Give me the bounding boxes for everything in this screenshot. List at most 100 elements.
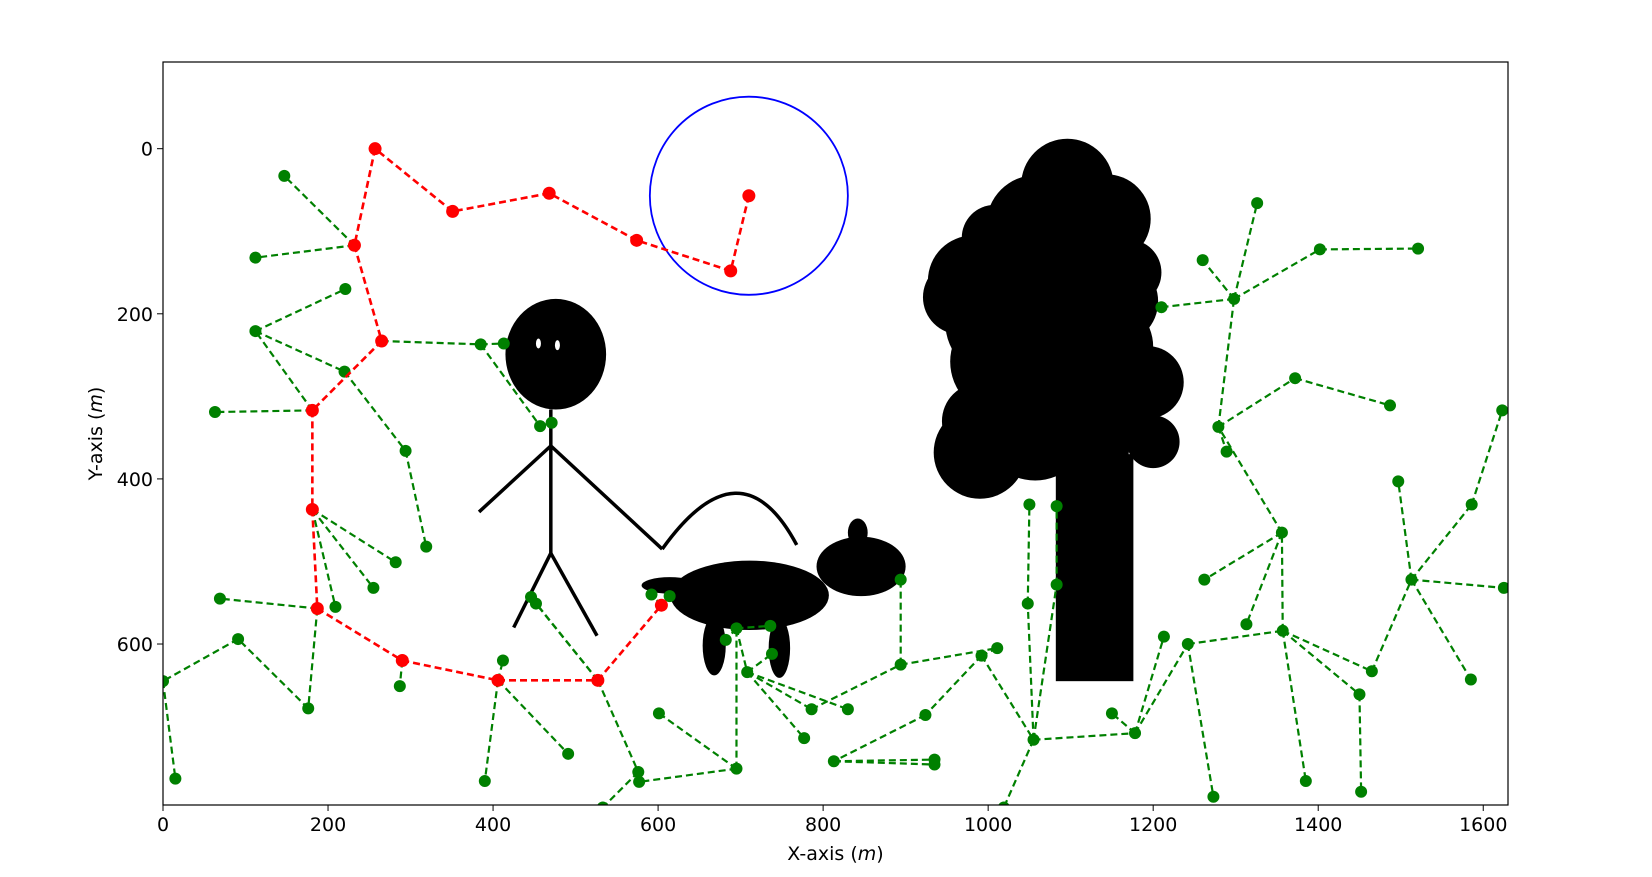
person-eye — [554, 340, 560, 351]
tree-edge — [1280, 532, 1284, 631]
tree-edge — [658, 712, 738, 770]
person-limb — [549, 552, 599, 637]
tree-node — [1392, 475, 1405, 488]
tree-node — [730, 622, 743, 635]
tree-node — [1412, 242, 1425, 255]
tree-edge — [254, 330, 345, 373]
tree-edge — [1217, 377, 1296, 428]
tree-node — [1021, 597, 1034, 610]
tree-node — [1155, 301, 1168, 314]
tree-edge — [833, 714, 926, 763]
tree-edge — [497, 679, 569, 755]
x-tick-label: 400 — [475, 814, 511, 836]
path-edge — [452, 191, 550, 213]
tree-edge — [311, 508, 375, 589]
tree-edge — [381, 339, 481, 346]
y-tick-label: 600 — [117, 634, 153, 656]
path-edge — [548, 192, 638, 242]
x-tick-label: 0 — [157, 814, 169, 836]
tree-node — [249, 251, 262, 264]
tree-edge — [1032, 584, 1058, 740]
tree-node — [393, 680, 406, 693]
path-node — [724, 264, 738, 278]
tree-edge — [1026, 504, 1031, 604]
tree-node — [919, 709, 932, 722]
tree-node — [1027, 733, 1040, 746]
tree-edge — [479, 343, 541, 427]
y-tick-label: 200 — [117, 304, 153, 326]
tree-edge — [833, 760, 935, 766]
tree-edge — [1245, 532, 1283, 625]
tree-node — [1355, 785, 1368, 798]
tree-edge — [1233, 248, 1321, 300]
tree-edge — [980, 654, 1035, 741]
tree-node — [478, 775, 491, 788]
path-node — [310, 602, 324, 616]
tree-node — [1050, 500, 1063, 513]
x-tick-label: 200 — [310, 814, 346, 836]
tree-edge — [1186, 643, 1215, 797]
tree-edge — [1411, 578, 1504, 589]
tree-node — [1207, 790, 1220, 803]
tree-edge — [163, 638, 239, 683]
tree-node — [765, 647, 778, 660]
tree-edge — [214, 409, 313, 414]
person-eye — [535, 338, 541, 349]
tree-edge — [1410, 579, 1472, 681]
tree-edge — [1201, 259, 1235, 300]
tree-edge — [254, 288, 346, 333]
tree-node — [894, 658, 907, 671]
tree-edge — [343, 370, 407, 452]
tree-node — [1365, 665, 1378, 678]
path-node — [654, 598, 668, 612]
tree-node — [339, 283, 352, 296]
path-edge — [729, 195, 751, 272]
person-limb — [512, 552, 553, 629]
tree-edge — [1397, 481, 1413, 580]
tree-node — [1465, 498, 1478, 511]
path-node — [542, 186, 556, 200]
person-limb — [477, 444, 553, 514]
tree-node — [1497, 581, 1508, 594]
tree-node — [1275, 526, 1288, 539]
x-tick-label: 1600 — [1459, 814, 1507, 836]
tree-edge — [735, 628, 749, 673]
tree-node — [1157, 630, 1170, 643]
tree-edge — [1282, 629, 1373, 673]
tree-node — [975, 649, 988, 662]
tree-node — [645, 588, 658, 601]
tree-node — [1212, 420, 1225, 433]
tree-node — [1198, 573, 1211, 586]
tree-trunk — [1055, 454, 1134, 682]
x-axis-label: X-axis (m) — [787, 843, 883, 865]
tree-node — [278, 169, 291, 182]
path-edge — [353, 244, 383, 342]
person-head — [505, 298, 607, 410]
tree-node — [1105, 707, 1118, 720]
path-node — [491, 673, 505, 687]
x-tick-label: 1400 — [1294, 814, 1342, 836]
tree-node — [991, 642, 1004, 655]
tree-crown-lobe — [1054, 297, 1154, 397]
path-node — [395, 654, 409, 668]
axes: 0 200 400 600 800 1000 1200 1400 1600 0 200 400 600 — [117, 61, 1509, 836]
path-edge — [353, 148, 377, 246]
tree-node — [367, 581, 380, 594]
tree-edge — [307, 608, 319, 709]
tree-edge — [1033, 732, 1136, 741]
tree-node — [213, 592, 226, 605]
dog-leg — [768, 618, 791, 678]
tree-edge — [255, 244, 355, 259]
path-edge — [636, 239, 732, 273]
tree-node — [652, 707, 665, 720]
tree-node — [741, 666, 754, 679]
tree-edge — [1217, 298, 1236, 428]
dog-body — [670, 560, 829, 630]
tree-edge — [746, 671, 849, 711]
tree-node — [597, 801, 609, 805]
tree-edge — [1358, 694, 1363, 792]
x-tick-label: 800 — [805, 814, 841, 836]
plot-content — [163, 95, 1508, 805]
tree-edge — [1281, 630, 1307, 782]
path-node — [305, 403, 319, 417]
